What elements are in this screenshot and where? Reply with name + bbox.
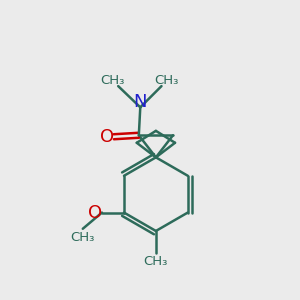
Text: CH₃: CH₃ — [144, 255, 168, 268]
Text: CH₃: CH₃ — [154, 74, 179, 87]
Text: O: O — [88, 204, 103, 222]
Text: O: O — [100, 128, 114, 146]
Text: N: N — [134, 93, 147, 111]
Text: CH₃: CH₃ — [70, 230, 95, 244]
Text: CH₃: CH₃ — [101, 74, 125, 87]
